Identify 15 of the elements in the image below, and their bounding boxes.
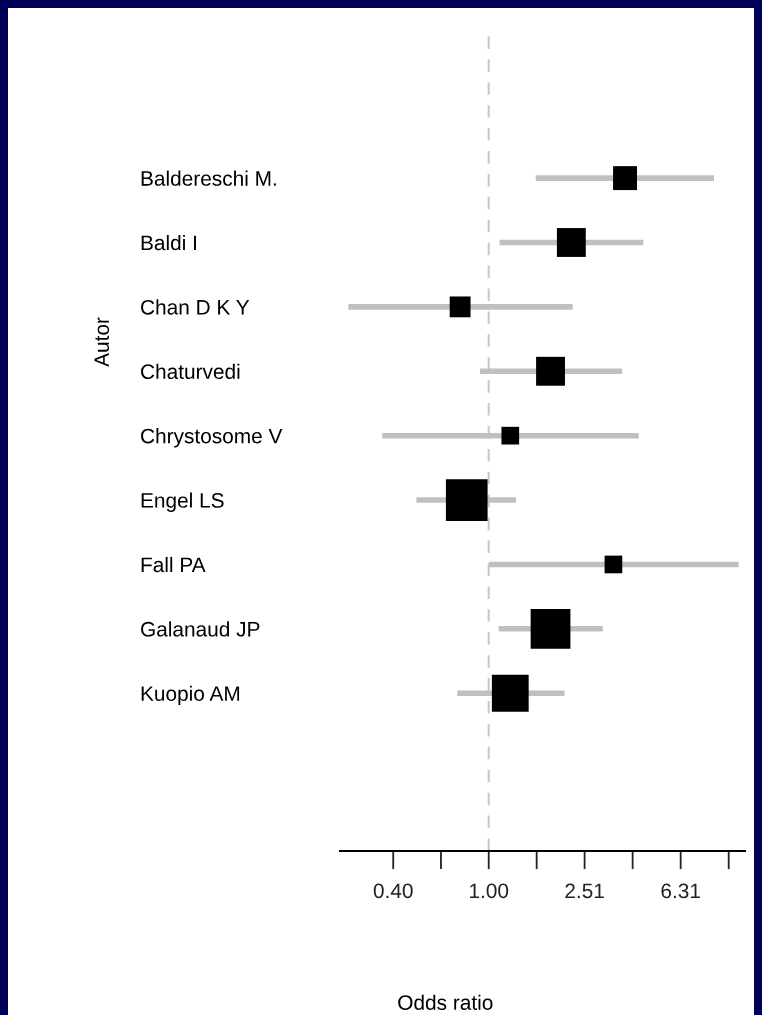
x-tick-label: 2.51 [565, 883, 604, 899]
y-tick-label: Fall PA [141, 556, 206, 573]
y-tick-label: Chan D K Y [141, 299, 250, 315]
y-axis-title: Autor [94, 317, 110, 367]
y-tick-label: Engel LS [141, 492, 224, 512]
y-tick-label: Chaturvedi [141, 363, 240, 380]
x-tick-label: 0.40 [373, 883, 413, 899]
x-axis-title: Odds ratio [398, 994, 493, 1010]
y-tick-label: Baldi I [141, 234, 196, 251]
y-tick-label: Kuopio AM [141, 685, 240, 706]
y-tick-label: Baldereschi M. [141, 170, 276, 186]
x-tick-label: 6.31 [661, 883, 700, 899]
y-tick-label: Galanaud JP [141, 621, 260, 637]
x-tick-label: 1.00 [470, 883, 509, 899]
y-tick-label: Chrystosome V [141, 428, 283, 448]
